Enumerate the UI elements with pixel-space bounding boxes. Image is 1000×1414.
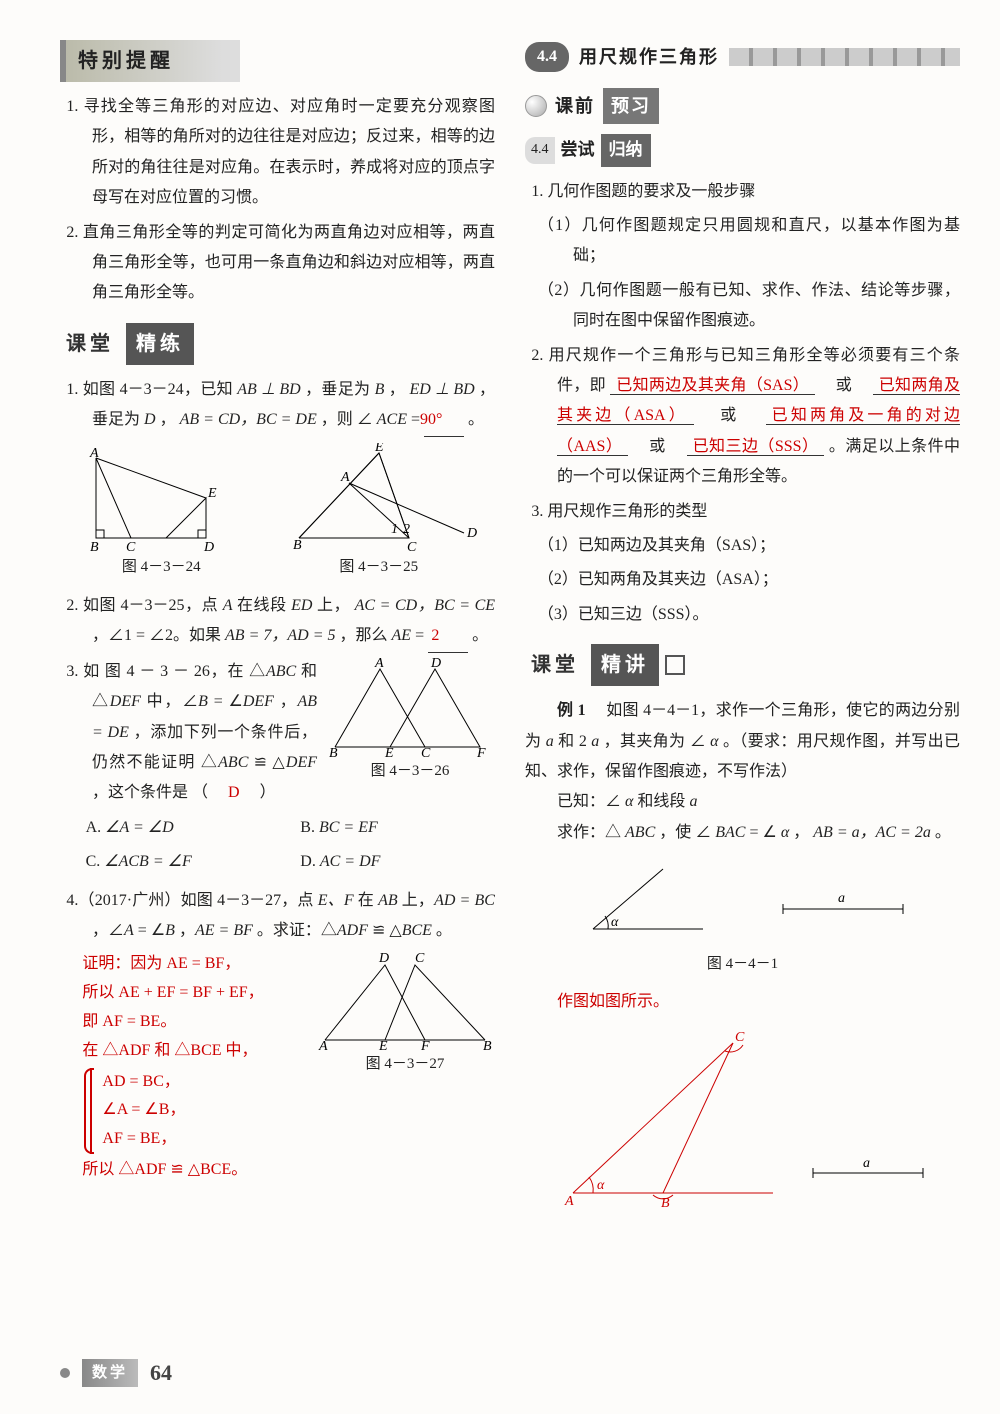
svg-text:α: α bbox=[611, 915, 619, 930]
svg-text:E: E bbox=[374, 443, 384, 455]
p3-2: （2）已知两角及其夹边（ASA）； bbox=[525, 565, 960, 595]
fig-4-3-24: A E B C D bbox=[76, 443, 246, 553]
svg-text:2: 2 bbox=[403, 522, 410, 537]
lecture-heading: 课堂 精讲 bbox=[525, 644, 960, 686]
ex1-given: 已知：∠ α 和线段 a bbox=[525, 787, 960, 817]
q2-answer: 2 bbox=[428, 621, 468, 652]
svg-text:a: a bbox=[863, 1156, 870, 1171]
practice-box: 精练 bbox=[126, 323, 194, 365]
chapter-heading: 4.4 用尺规作三角形 bbox=[525, 40, 960, 74]
fig-4-3-25: E A B C D 1 2 bbox=[279, 443, 479, 553]
svg-text:α: α bbox=[597, 1178, 605, 1193]
fig-24-25-row: A E B C D 图 4－3－24 E A B C D 1 2 bbox=[60, 443, 495, 590]
svg-text:A: A bbox=[374, 657, 384, 671]
svg-text:C: C bbox=[126, 540, 136, 553]
practice-lead: 课堂 bbox=[60, 323, 120, 365]
p1-2: （2）几何作图题一般有已知、求作、作法、结论等步骤，同时在图中保留作图痕迹。 bbox=[525, 276, 960, 337]
svg-text:E: E bbox=[207, 486, 217, 501]
svg-text:B: B bbox=[661, 1196, 670, 1211]
fig-4-3-27-wrap: AE FB DC 图 4－3－27 bbox=[315, 950, 495, 1087]
fig25-caption: 图 4－3－25 bbox=[279, 553, 479, 582]
svg-text:B: B bbox=[90, 540, 99, 553]
svg-text:A: A bbox=[340, 470, 350, 485]
ex1-text: 例 1 如图 4－4－1，求作一个三角形，使它的两边分别为 a 和 2 a ，其… bbox=[525, 696, 960, 787]
svg-text:C: C bbox=[421, 746, 431, 757]
svg-text:1: 1 bbox=[391, 522, 398, 537]
page-footer: 数学 64 bbox=[60, 1352, 172, 1394]
svg-text:C: C bbox=[735, 1030, 745, 1045]
q4-brace: AD = BC， ∠A = ∠B， AF = BE， bbox=[90, 1068, 495, 1154]
svg-text:F: F bbox=[476, 746, 486, 757]
p2-text: 2. 用尺规作一个三角形与已知三角形全等必须要有三个条件，即 已知两边及其夹角（… bbox=[525, 341, 960, 493]
svg-text:C: C bbox=[407, 540, 417, 553]
construction-note: 作图如图所示。 bbox=[525, 987, 960, 1017]
q4-text: 4.（2017·广州）如图 4－3－27，点 E、F 在 AB 上，AD = B… bbox=[60, 886, 495, 947]
fig441-caption: 图 4－4－1 bbox=[525, 950, 960, 979]
svg-text:C: C bbox=[415, 951, 425, 966]
q1-answer: 90° bbox=[424, 405, 464, 436]
p1-head: 1. 几何作图题的要求及一般步骤 bbox=[525, 177, 960, 207]
svg-text:A: A bbox=[318, 1039, 328, 1050]
fig26-caption: 图 4－3－26 bbox=[325, 757, 495, 786]
svg-text:D: D bbox=[203, 540, 214, 553]
svg-text:E: E bbox=[384, 746, 394, 757]
svg-text:D: D bbox=[378, 951, 389, 966]
fig-4-3-26-wrap: A D B E C F 图 4－3－26 bbox=[325, 657, 495, 794]
svg-text:B: B bbox=[483, 1039, 492, 1050]
p2-ans4: 已知三边（SSS） bbox=[687, 438, 825, 456]
svg-text:a: a bbox=[838, 891, 845, 906]
orb-icon bbox=[525, 95, 547, 117]
fig-4-4-1: α a bbox=[525, 854, 960, 944]
footer-dot-icon bbox=[60, 1368, 70, 1378]
square-icon bbox=[665, 655, 685, 675]
try-heading: 4.4 尝试 归纳 bbox=[525, 134, 960, 166]
ex1-want: 求作：△ ABC ，使 ∠ BAC = ∠ α ， AB = a，AC = 2a… bbox=[525, 818, 960, 848]
chapter-number: 4.4 bbox=[525, 42, 569, 72]
fig-4-3-27: A E F B D C bbox=[315, 950, 495, 1050]
practice-heading: 课堂 精练 bbox=[60, 323, 495, 365]
fig-4-3-26: A D B E C F bbox=[325, 657, 495, 757]
preview-heading: 课前 预习 bbox=[525, 88, 960, 124]
fig24-caption: 图 4－3－24 bbox=[76, 553, 246, 582]
svg-text:B: B bbox=[329, 746, 338, 757]
p3-head: 3. 用尺规作三角形的类型 bbox=[525, 497, 960, 527]
svg-text:F: F bbox=[420, 1039, 430, 1050]
svg-text:E: E bbox=[378, 1039, 388, 1050]
construction-figure: A B C α a bbox=[525, 1023, 960, 1213]
q3-options: A. ∠A = ∠D B. BC = EF C. ∠ACB = ∠F D. AC… bbox=[86, 813, 495, 878]
tip-2: 2. 直角三角形全等的判定可简化为两直角边对应相等，两直角三角形全等，也可用一条… bbox=[60, 218, 495, 309]
p1-1: （1）几何作图题规定只用圆规和直尺，以基本作图为基础； bbox=[525, 211, 960, 272]
footer-subject: 数学 bbox=[82, 1359, 138, 1388]
p2-ans1: 已知两边及其夹角（SAS） bbox=[610, 377, 815, 395]
q1-text: 1. 如图 4－3－24，已知 AB ⊥ BD ，垂足为 B ， ED ⊥ BD… bbox=[60, 375, 495, 437]
svg-text:B: B bbox=[293, 538, 302, 553]
q2-text: 2. 如图 4－3－25，点 A 在线段 ED 上， AC = CD，BC = … bbox=[60, 591, 495, 653]
tip-heading: 特别提醒 bbox=[60, 40, 240, 82]
tip-1: 1. 寻找全等三角形的对应边、对应角时一定要充分观察图形，相等的角所对的边往往是… bbox=[60, 92, 495, 214]
svg-text:D: D bbox=[466, 526, 477, 541]
svg-text:D: D bbox=[430, 657, 441, 671]
p3-3: （3）已知三边（SSS）。 bbox=[525, 600, 960, 630]
q3-answer: D bbox=[228, 784, 240, 801]
p3-1: （1）已知两边及其夹角（SAS）； bbox=[525, 531, 960, 561]
page-number: 64 bbox=[150, 1352, 172, 1394]
svg-text:A: A bbox=[89, 446, 99, 461]
svg-text:A: A bbox=[564, 1194, 574, 1209]
chapter-title: 用尺规作三角形 bbox=[579, 40, 719, 74]
chapter-stripes-icon bbox=[729, 48, 960, 66]
